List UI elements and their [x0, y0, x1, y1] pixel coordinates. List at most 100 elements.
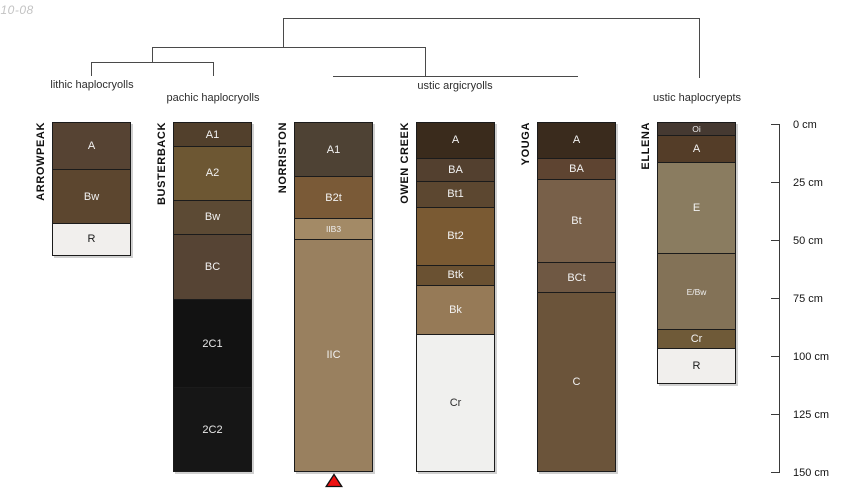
dendrogram-group-label: pachic haplocryolls: [166, 92, 260, 104]
horizon-band: Bw: [174, 199, 251, 235]
horizon-band: Cr: [417, 334, 494, 471]
dendrogram-group-label: ustic argicryolls: [417, 80, 493, 92]
profile-column: Oi A E E/Bw Cr R: [657, 122, 736, 384]
horizon-label: A2: [205, 167, 220, 180]
horizon-label: Cr: [449, 397, 462, 410]
horizon-band: Btk: [417, 264, 494, 286]
profile-column: A1 B2t IIB3 IIC: [294, 122, 373, 472]
horizon-label: C: [572, 376, 581, 389]
horizon-label: A: [87, 140, 96, 153]
profile-name-label: ARROWPEAK: [35, 122, 47, 201]
horizon-label: Cr: [690, 333, 703, 346]
horizon-band: A2: [174, 146, 251, 200]
horizon-label: Bw: [83, 190, 100, 203]
dendrogram-segment: [283, 18, 700, 19]
horizon-label: IIC: [326, 349, 341, 362]
profile-name-label: ELLENA: [640, 122, 652, 170]
horizon-band: Bt: [538, 178, 615, 263]
horizon-label: BC: [204, 261, 221, 274]
horizon-band: Bw: [53, 169, 130, 223]
horizon-label: 2C2: [202, 423, 223, 436]
horizon-label: A1: [326, 143, 341, 156]
depth-tick: [771, 472, 779, 473]
profile-column: A BA Bt BCt C: [537, 122, 616, 472]
horizon-band: Bk: [417, 285, 494, 335]
depth-tick-label: 50 cm: [793, 234, 823, 247]
horizon-band: A: [53, 123, 130, 170]
profile-name-label: BUSTERBACK: [156, 122, 168, 205]
dendrogram-segment: [91, 62, 92, 76]
horizon-band: IIB3: [295, 218, 372, 239]
dendrogram-group-label: ustic haplocryepts: [652, 92, 742, 104]
marker-triangle-icon: [324, 473, 343, 488]
dendrogram-segment: [425, 47, 426, 77]
horizon-label: R: [692, 359, 701, 372]
horizon-band: R: [658, 347, 735, 383]
horizon-label: Bt: [571, 214, 582, 227]
depth-tick-label: 0 cm: [793, 118, 817, 131]
horizon-band: B2t: [295, 176, 372, 219]
dendrogram-segment: [213, 62, 214, 76]
horizon-band: Oi: [658, 123, 735, 135]
profile-name-label: OWEN CREEK: [399, 122, 411, 204]
dendrogram-segment: [699, 18, 700, 78]
horizon-band: A: [538, 123, 615, 158]
profile-column: A Bw R: [52, 122, 131, 257]
depth-tick: [771, 414, 779, 415]
horizon-band: R: [53, 222, 130, 256]
depth-tick-label: 100 cm: [793, 350, 830, 363]
horizon-band: Cr: [658, 329, 735, 348]
horizon-label: A1: [205, 128, 220, 141]
horizon-band: E/Bw: [658, 252, 735, 330]
depth-tick: [771, 298, 779, 299]
depth-tick: [771, 240, 779, 241]
dendrogram-segment: [283, 18, 284, 48]
dendrogram-segment: [333, 76, 578, 77]
horizon-label: Bt2: [447, 230, 464, 242]
horizon-label: A: [451, 134, 460, 147]
horizon-band: C: [538, 292, 615, 471]
depth-tick: [771, 182, 779, 183]
depth-tick-label: 25 cm: [793, 176, 823, 189]
profile-column: A1 A2 Bw BC 2C1 2C2: [173, 122, 252, 472]
horizon-label: B2t: [325, 191, 342, 204]
horizon-label: Oi: [692, 123, 701, 134]
horizon-band: BCt: [538, 262, 615, 293]
depth-tick-label: 150 cm: [793, 466, 830, 479]
horizon-label: Bw: [204, 211, 221, 224]
horizon-label: E: [692, 202, 701, 215]
depth-axis-line: [779, 124, 780, 473]
dendrogram-segment: [152, 47, 426, 48]
horizon-band: 2C1: [174, 299, 251, 388]
depth-tick-label: 125 cm: [793, 408, 830, 421]
horizon-label: R: [87, 233, 96, 246]
horizon-band: Bt1: [417, 180, 494, 207]
dendrogram-group-label: lithic haplocryolls: [50, 79, 134, 91]
depth-tick-label: 75 cm: [793, 292, 823, 305]
horizon-band: Bt2: [417, 206, 494, 265]
horizon-band: IIC: [295, 238, 372, 471]
horizon-band: A: [417, 123, 494, 158]
dendrogram-segment: [152, 47, 153, 63]
horizon-label: Btk: [447, 269, 464, 282]
horizon-band: BA: [538, 157, 615, 179]
horizon-band: A1: [295, 123, 372, 177]
depth-tick: [771, 124, 779, 125]
horizon-label: Bt1: [447, 188, 464, 201]
horizon-band: A: [658, 134, 735, 163]
depth-tick: [771, 356, 779, 357]
horizon-label: E/Bw: [686, 286, 707, 297]
horizon-label: IIB3: [325, 224, 342, 235]
horizon-band: BA: [417, 157, 494, 181]
horizon-label: A: [692, 143, 701, 155]
horizon-band: A1: [174, 123, 251, 147]
horizon-label: Bk: [449, 304, 462, 317]
dendrogram-segment: [91, 62, 214, 63]
horizon-band: E: [658, 162, 735, 253]
horizon-band: 2C2: [174, 387, 251, 471]
date-stamp: -10-08: [0, 3, 34, 17]
horizon-band: BC: [174, 234, 251, 300]
horizon-label: 2C1: [202, 337, 223, 350]
profile-column: A BA Bt1 Bt2 Btk Bk Cr: [416, 122, 495, 472]
